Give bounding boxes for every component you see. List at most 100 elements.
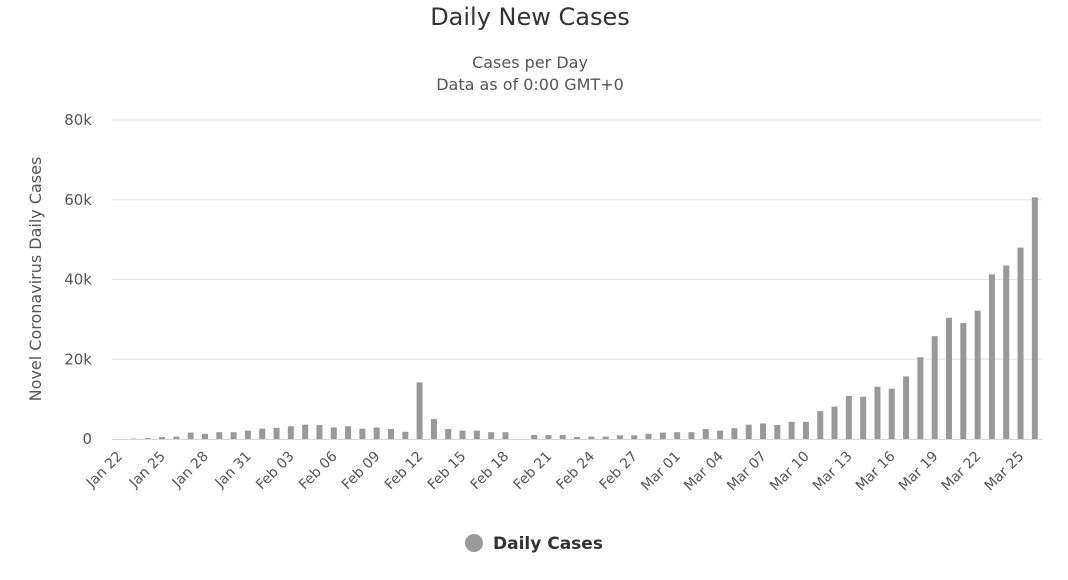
bar[interactable] [774,425,780,439]
bar[interactable] [932,336,938,439]
bar[interactable] [688,432,694,439]
bar[interactable] [488,432,494,439]
bar[interactable] [746,425,752,439]
bar[interactable] [975,311,981,439]
x-tick-label: Feb 06 [296,448,341,493]
y-axis-label: Novel Coronavirus Daily Cases [26,157,45,402]
x-tick-label: Mar 19 [896,449,942,495]
x-tick-label: Feb 12 [382,449,427,494]
bar[interactable] [1032,197,1038,439]
bar[interactable] [531,435,537,439]
x-tick-label: Feb 21 [511,449,556,494]
chart-subtitle-line-1: Cases per Day [472,53,588,72]
x-tick-label: Mar 07 [724,449,770,495]
bar[interactable] [960,323,966,439]
bar[interactable] [989,274,995,439]
x-tick-label: Mar 16 [853,448,899,494]
bar[interactable] [889,389,895,439]
bar[interactable] [874,387,880,439]
bar[interactable] [474,431,480,439]
bar[interactable] [917,357,923,439]
bar[interactable] [631,435,637,439]
bar[interactable] [331,427,337,439]
x-tick-label: Jan 22 [83,449,126,492]
x-tick-label: Mar 10 [767,449,813,495]
bar[interactable] [216,432,222,439]
bar[interactable] [846,396,852,439]
bar[interactable] [731,428,737,439]
chart-title: Daily New Cases [430,3,630,31]
y-tick-label: 0 [82,430,92,448]
x-tick-label: Mar 04 [681,448,727,494]
bar[interactable] [145,438,151,439]
bar[interactable] [817,411,823,439]
bar[interactable] [545,435,551,439]
bar[interactable] [1003,266,1009,439]
x-tick-label: Feb 15 [425,449,470,494]
legend-label[interactable]: Daily Cases [493,534,603,554]
x-tick-label: Feb 18 [468,449,513,494]
bar[interactable] [617,435,623,439]
bar[interactable] [946,318,952,439]
bar[interactable] [345,426,351,439]
bar[interactable] [603,437,609,439]
y-tick-label: 40k [64,271,92,289]
x-tick-label: Jan 25 [126,449,169,492]
bar[interactable] [402,432,408,439]
bar[interactable] [359,429,365,439]
legend[interactable]: Daily Cases [465,534,603,554]
legend-marker-icon[interactable] [465,534,483,552]
y-tick-label: 60k [64,191,92,209]
bar[interactable] [302,425,308,439]
bar[interactable] [460,431,466,439]
bar[interactable] [860,397,866,439]
x-tick-label: Feb 24 [554,448,599,493]
bar[interactable] [417,382,423,439]
bar[interactable] [674,432,680,439]
bar[interactable] [502,432,508,439]
bar[interactable] [560,435,566,439]
bar[interactable] [288,426,294,439]
bar[interactable] [245,431,251,439]
bar[interactable] [231,432,237,439]
bar[interactable] [202,434,208,439]
bar[interactable] [760,423,766,439]
bar[interactable] [1018,248,1024,439]
chart-subtitle-line-2: Data as of 0:00 GMT+0 [436,75,624,94]
x-tick-label: Jan 28 [169,449,212,492]
bar[interactable] [173,437,179,439]
bar[interactable] [660,433,666,439]
x-tick-label: Jan 31 [212,449,255,492]
bar[interactable] [588,437,594,439]
bar[interactable] [717,431,723,439]
bar[interactable] [803,422,809,439]
bar[interactable] [789,422,795,439]
bar[interactable] [159,437,165,439]
x-tick-label: Mar 13 [810,449,856,495]
grid-lines [112,120,1042,359]
bar[interactable] [259,429,265,439]
x-tick-label: Mar 22 [939,449,985,495]
bar[interactable] [646,434,652,439]
bar-series [130,197,1037,439]
x-tick-label: Mar 01 [638,449,684,495]
bar[interactable] [188,433,194,439]
bar[interactable] [431,419,437,439]
bar[interactable] [445,429,451,439]
x-tick-label: Feb 03 [253,449,298,494]
bar[interactable] [316,425,322,439]
bar[interactable] [388,429,394,439]
bar[interactable] [703,429,709,439]
x-tick-label: Feb 09 [339,449,384,494]
bar[interactable] [574,437,580,439]
x-tick-label: Feb 27 [596,449,641,494]
x-tick-label: Mar 25 [982,449,1028,495]
bar[interactable] [832,407,838,439]
bar[interactable] [903,376,909,439]
bar[interactable] [374,427,380,439]
bar[interactable] [274,428,280,439]
